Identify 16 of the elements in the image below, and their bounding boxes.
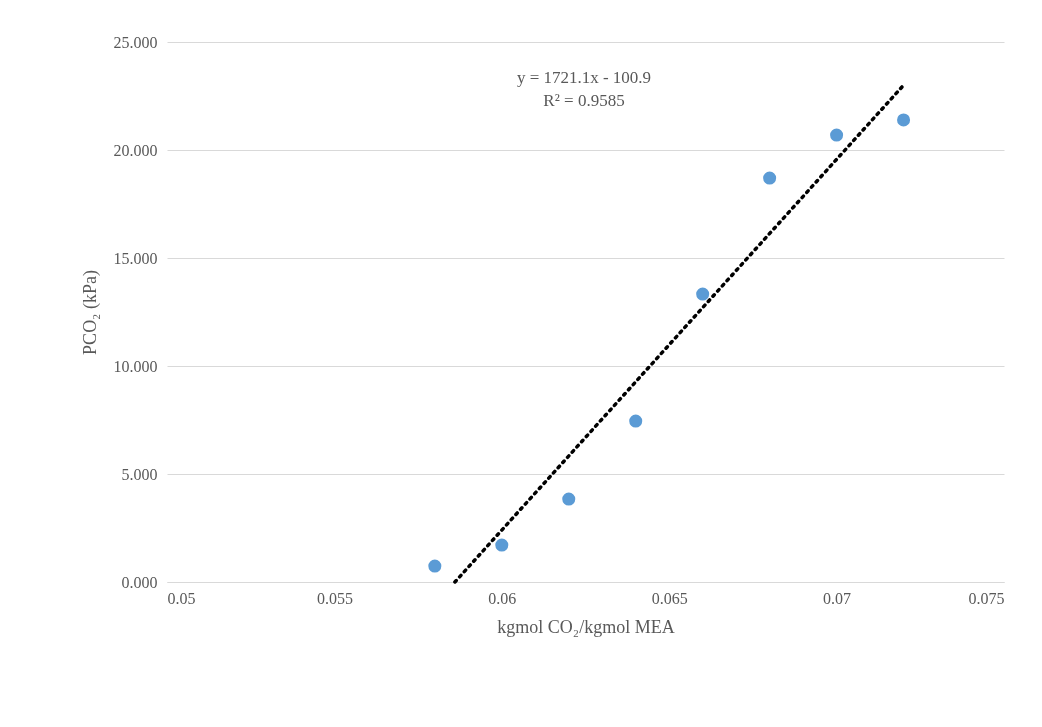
- x-tick-label: 0.05: [167, 589, 196, 607]
- y-tick-label: 15.000: [113, 249, 158, 267]
- x-tick-label: 0.075: [968, 589, 1005, 607]
- x-axis-title: kgmol CO₂/kgmol MEA: [497, 616, 675, 637]
- y-tick-label: 10.000: [113, 357, 158, 375]
- y-tick-label: 25.000: [113, 33, 158, 51]
- x-tick-label: 0.065: [651, 589, 688, 607]
- annotation: R² = 0.9585: [543, 91, 625, 110]
- x-tick-label: 0.07: [823, 589, 852, 607]
- y-tick-label: 0.000: [121, 573, 158, 591]
- y-tick-label: 5.000: [121, 465, 158, 483]
- y-tick-label: 20.000: [113, 141, 158, 159]
- y-axis-title: PCO₂ (kPa): [79, 270, 101, 355]
- annotation: y = 1721.1x - 100.9: [516, 68, 652, 87]
- x-tick-label: 0.06: [488, 589, 517, 607]
- x-tick-label: 0.055: [316, 589, 353, 607]
